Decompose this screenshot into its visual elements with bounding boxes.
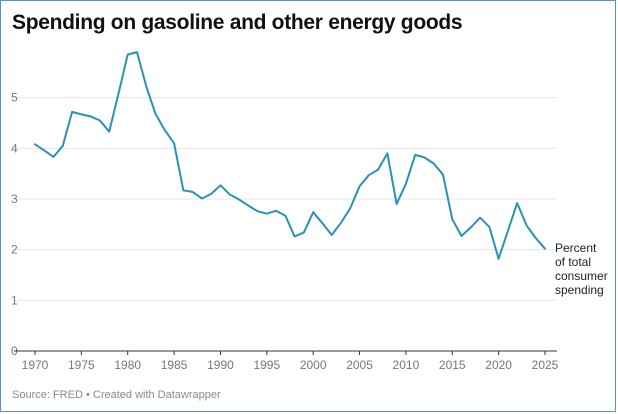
chart-title: Spending on gasoline and other energy go… (12, 11, 463, 34)
x-tick-label: 2000 (300, 358, 327, 372)
x-tick-label: 1975 (68, 358, 95, 372)
y-tick-label: 2 (11, 243, 18, 257)
x-tick-label: 2020 (485, 358, 512, 372)
x-tick-label: 1980 (114, 358, 141, 372)
x-tick-label: 2005 (346, 358, 373, 372)
x-tick-label: 1995 (253, 358, 280, 372)
x-tick-label: 1990 (207, 358, 234, 372)
y-tick-label: 1 (11, 293, 18, 307)
x-tick-label: 2015 (439, 358, 466, 372)
y-tick-label: 3 (11, 192, 18, 206)
series-label: of total (555, 255, 591, 269)
x-tick-label: 2010 (393, 358, 420, 372)
y-tick-label: 4 (11, 141, 18, 155)
x-tick-label: 1970 (22, 358, 49, 372)
source-note: Source: FRED • Created with Datawrapper (12, 389, 221, 401)
series-label: spending (555, 283, 604, 297)
series-label: Percent (555, 241, 597, 255)
x-tick-label: 1985 (161, 358, 188, 372)
series-line (34, 51, 546, 260)
x-tick-label: 2025 (532, 358, 559, 372)
y-tick-label: 5 (11, 91, 18, 105)
series-label: consumer (555, 269, 608, 283)
